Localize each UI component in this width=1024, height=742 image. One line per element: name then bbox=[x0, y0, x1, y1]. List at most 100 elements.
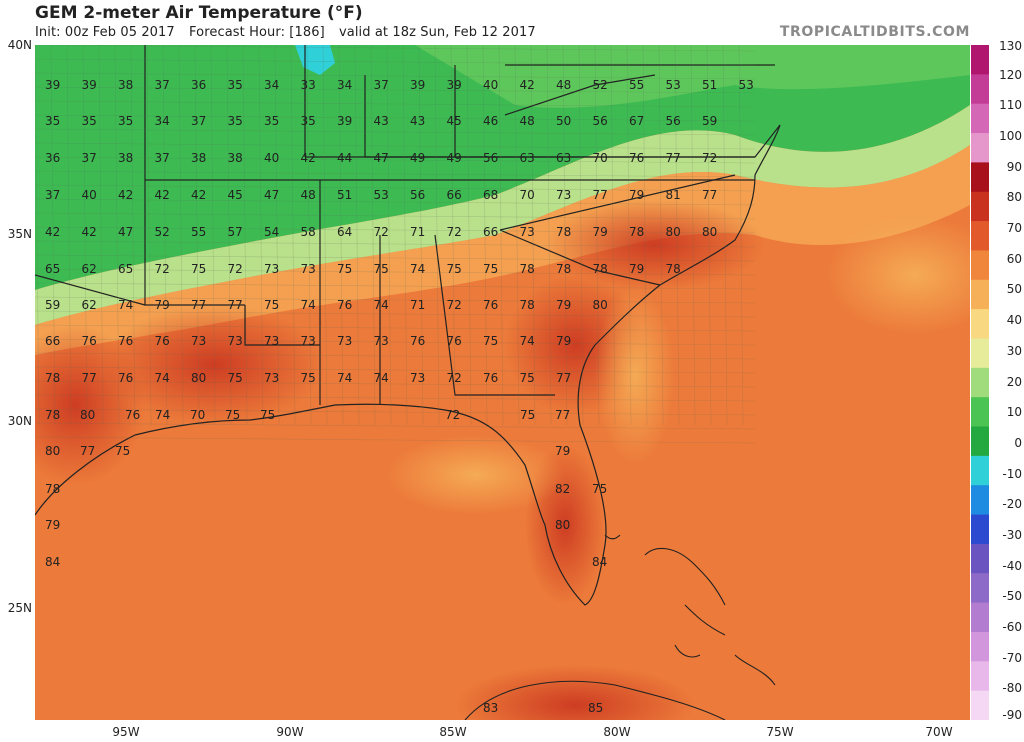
station-value: 55 bbox=[191, 225, 206, 239]
border-ok-tx bbox=[35, 274, 146, 306]
station-value: 70 bbox=[520, 188, 535, 202]
station-value: 65 bbox=[118, 262, 133, 276]
color-scale-label: -90 bbox=[1002, 708, 1022, 722]
lat-label-25n: 25N bbox=[7, 601, 32, 615]
station-value: 45 bbox=[447, 114, 462, 128]
station-value: 47 bbox=[264, 188, 279, 202]
color-scale-segment bbox=[971, 74, 989, 105]
station-value: 54 bbox=[264, 225, 279, 239]
station-value: 48 bbox=[301, 188, 316, 202]
station-value: 42 bbox=[45, 225, 60, 239]
station-value: 42 bbox=[520, 78, 535, 92]
station-value: 72 bbox=[447, 371, 462, 385]
station-value: 55 bbox=[629, 78, 644, 92]
station-value: 72 bbox=[447, 298, 462, 312]
station-value: 74 bbox=[155, 371, 170, 385]
station-value: 35 bbox=[228, 78, 243, 92]
color-scale-segment bbox=[971, 45, 989, 75]
station-value: 48 bbox=[520, 114, 535, 128]
station-value: 76 bbox=[125, 408, 140, 422]
color-scale-segment bbox=[971, 250, 989, 281]
border-la-ms bbox=[244, 305, 320, 346]
station-value: 75 bbox=[483, 334, 498, 348]
station-value: 79 bbox=[629, 188, 644, 202]
station-value: 74 bbox=[337, 371, 352, 385]
color-scale-segment bbox=[971, 602, 989, 633]
station-value: 72 bbox=[447, 225, 462, 239]
station-value: 73 bbox=[374, 334, 389, 348]
station-value: 35 bbox=[82, 114, 97, 128]
station-value: 73 bbox=[337, 334, 352, 348]
valid-time: valid at 18z Sun, Feb 12 2017 bbox=[338, 25, 536, 40]
station-value: 39 bbox=[337, 114, 352, 128]
station-value: 52 bbox=[155, 225, 170, 239]
station-value: 78 bbox=[45, 408, 60, 422]
lat-label-35n: 35N bbox=[7, 227, 32, 241]
station-value: 64 bbox=[337, 225, 352, 239]
station-value: 56 bbox=[593, 114, 608, 128]
station-value: 74 bbox=[374, 371, 389, 385]
station-value: 70 bbox=[593, 151, 608, 165]
lon-label-75w: 75W bbox=[766, 725, 794, 739]
map-title: GEM 2-meter Air Temperature (°F) bbox=[35, 3, 363, 23]
station-value: 73 bbox=[264, 262, 279, 276]
station-value: 80 bbox=[593, 298, 608, 312]
border-ga bbox=[434, 234, 555, 396]
station-value: 75 bbox=[520, 408, 535, 422]
color-scale-label: 90 bbox=[1006, 159, 1022, 174]
color-scale-label: -10 bbox=[1002, 466, 1022, 481]
station-value: 77 bbox=[556, 371, 571, 385]
color-scale-label: 0 bbox=[1014, 435, 1022, 450]
station-value: 81 bbox=[666, 188, 681, 202]
color-scale-segment bbox=[971, 543, 989, 574]
color-scale-label: 130 bbox=[999, 39, 1022, 53]
station-value: 58 bbox=[301, 225, 316, 239]
station-value: 84 bbox=[45, 555, 60, 569]
islands bbox=[464, 534, 776, 720]
station-value: 68 bbox=[483, 188, 498, 202]
station-value: 77 bbox=[82, 371, 97, 385]
station-value: 72 bbox=[445, 408, 460, 422]
station-value: 83 bbox=[483, 701, 498, 715]
station-value: 37 bbox=[45, 188, 60, 202]
station-value: 79 bbox=[555, 444, 570, 458]
station-value: 50 bbox=[556, 114, 571, 128]
lon-label-95w: 95W bbox=[112, 725, 140, 739]
station-value: 74 bbox=[155, 408, 170, 422]
color-scale-segment bbox=[971, 455, 989, 486]
color-scale-segment bbox=[971, 690, 989, 720]
station-value: 76 bbox=[155, 334, 170, 348]
station-value: 75 bbox=[191, 262, 206, 276]
station-value: 66 bbox=[447, 188, 462, 202]
station-value: 76 bbox=[410, 334, 425, 348]
station-value: 73 bbox=[264, 334, 279, 348]
color-scale-label: 30 bbox=[1006, 343, 1022, 358]
station-value: 73 bbox=[301, 262, 316, 276]
station-value: 74 bbox=[301, 298, 316, 312]
color-scale-segment bbox=[971, 367, 989, 398]
station-value: 72 bbox=[228, 262, 243, 276]
station-value: 79 bbox=[556, 298, 571, 312]
temperature-map: 39 39 38 37 36 35 34 33 34 37 39 39 40 42 48 52 55 53 51 53… bbox=[35, 45, 970, 720]
border-sc-ga bbox=[499, 229, 661, 286]
cool-area-gulf bbox=[385, 435, 565, 515]
station-value: 79 bbox=[556, 334, 571, 348]
station-value: 43 bbox=[374, 114, 389, 128]
station-value: 76 bbox=[483, 298, 498, 312]
station-value: 38 bbox=[228, 151, 243, 165]
station-value: 73 bbox=[520, 225, 535, 239]
lon-label-70w: 70W bbox=[925, 725, 953, 739]
border-nc bbox=[499, 174, 736, 231]
station-value: 35 bbox=[228, 114, 243, 128]
lat-label-40n: 40N bbox=[7, 38, 32, 52]
station-value: 43 bbox=[410, 114, 425, 128]
station-value: 78 bbox=[593, 262, 608, 276]
init-time: Init: 00z Feb 05 2017 bbox=[35, 25, 175, 40]
station-value: 39 bbox=[410, 78, 425, 92]
color-scale-label: -20 bbox=[1002, 497, 1022, 512]
color-scale-label: 40 bbox=[1006, 313, 1022, 328]
station-value: 66 bbox=[45, 334, 60, 348]
station-value: 76 bbox=[82, 334, 97, 348]
station-value: 75 bbox=[260, 408, 275, 422]
station-value: 39 bbox=[82, 78, 97, 92]
